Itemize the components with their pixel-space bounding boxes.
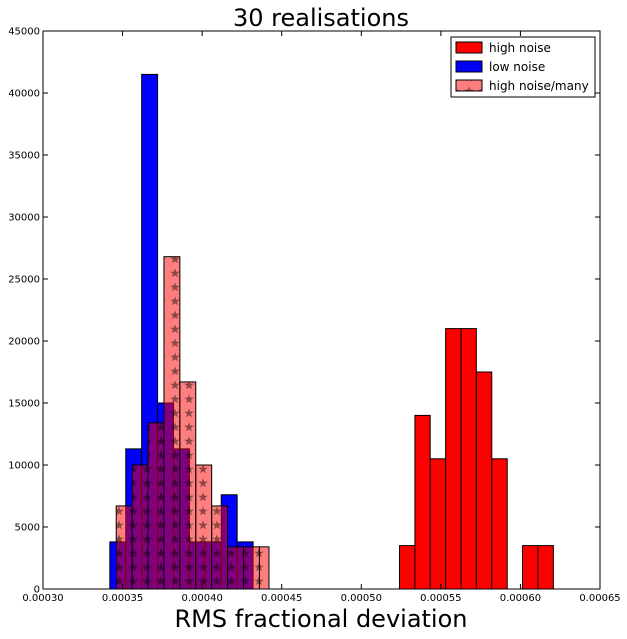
bar-hatch-high-noise-many [116,505,133,589]
chart-title: 30 realisations [233,4,409,32]
x-tick-label: 0.00045 [261,593,302,604]
x-tick-label: 0.00035 [102,593,143,604]
bar-hatch-high-noise-many [227,546,244,589]
y-tick-label: 30000 [8,213,40,224]
bar-hatch-high-noise-many [195,465,212,589]
legend-label: high noise/many [489,79,589,93]
x-tick-label: 0.00040 [181,593,222,604]
bar-hatch-high-noise-many [132,465,149,589]
ticks-layer: 0.00030 0.00035 0.00040 0.00045 0.00050 0.000… [8,27,620,605]
bar-high-noise [414,414,431,589]
legend-label: high noise [489,41,551,55]
x-axis-title: RMS fractional deviation [175,605,468,633]
bar-high-noise [537,545,554,589]
bar-high-noise [429,458,447,589]
legend-swatch-hatch [456,80,482,91]
y-tick-label: 45000 [8,27,40,38]
x-tick-label: 0.00055 [420,593,461,604]
y-tick-label: 25000 [8,275,40,286]
bar-hatch-high-noise-many [163,256,180,589]
legend-label: low noise [489,60,545,74]
plot-frame [42,30,601,590]
y-tick-label: 5000 [15,523,40,534]
y-tick-label: 15000 [8,399,40,410]
y-tick-label: 20000 [8,337,40,348]
bar-hatch-high-noise-many [179,381,196,589]
bar-high-noise [491,458,508,589]
y-tick-label: 10000 [8,461,40,472]
bar-hatch-high-noise-many [211,505,228,589]
bar-high-noise [475,371,493,589]
y-tick-label: 40000 [8,89,40,100]
bar-high-noise [398,545,416,589]
bar-hatch-high-noise-many [243,546,260,589]
bar-high-noise [445,328,462,589]
x-tick-label: 0.00065 [579,593,620,604]
bar-hatch-high-noise-many [259,546,269,589]
y-tick-label: 0 [34,585,40,596]
x-tick-label: 0.00050 [341,593,382,604]
bars-layer [109,73,554,589]
legend: high noise low noise high noise/many [450,36,596,98]
y-tick-label: 35000 [8,151,40,162]
bar-high-noise [460,328,477,589]
legend-swatch [455,41,483,54]
legend-swatch [455,60,483,73]
bar-hatch-high-noise-many [148,422,164,589]
bar-high-noise [521,545,539,589]
x-tick-label: 0.00060 [500,593,541,604]
x-tick-label: 0.00030 [22,593,63,604]
